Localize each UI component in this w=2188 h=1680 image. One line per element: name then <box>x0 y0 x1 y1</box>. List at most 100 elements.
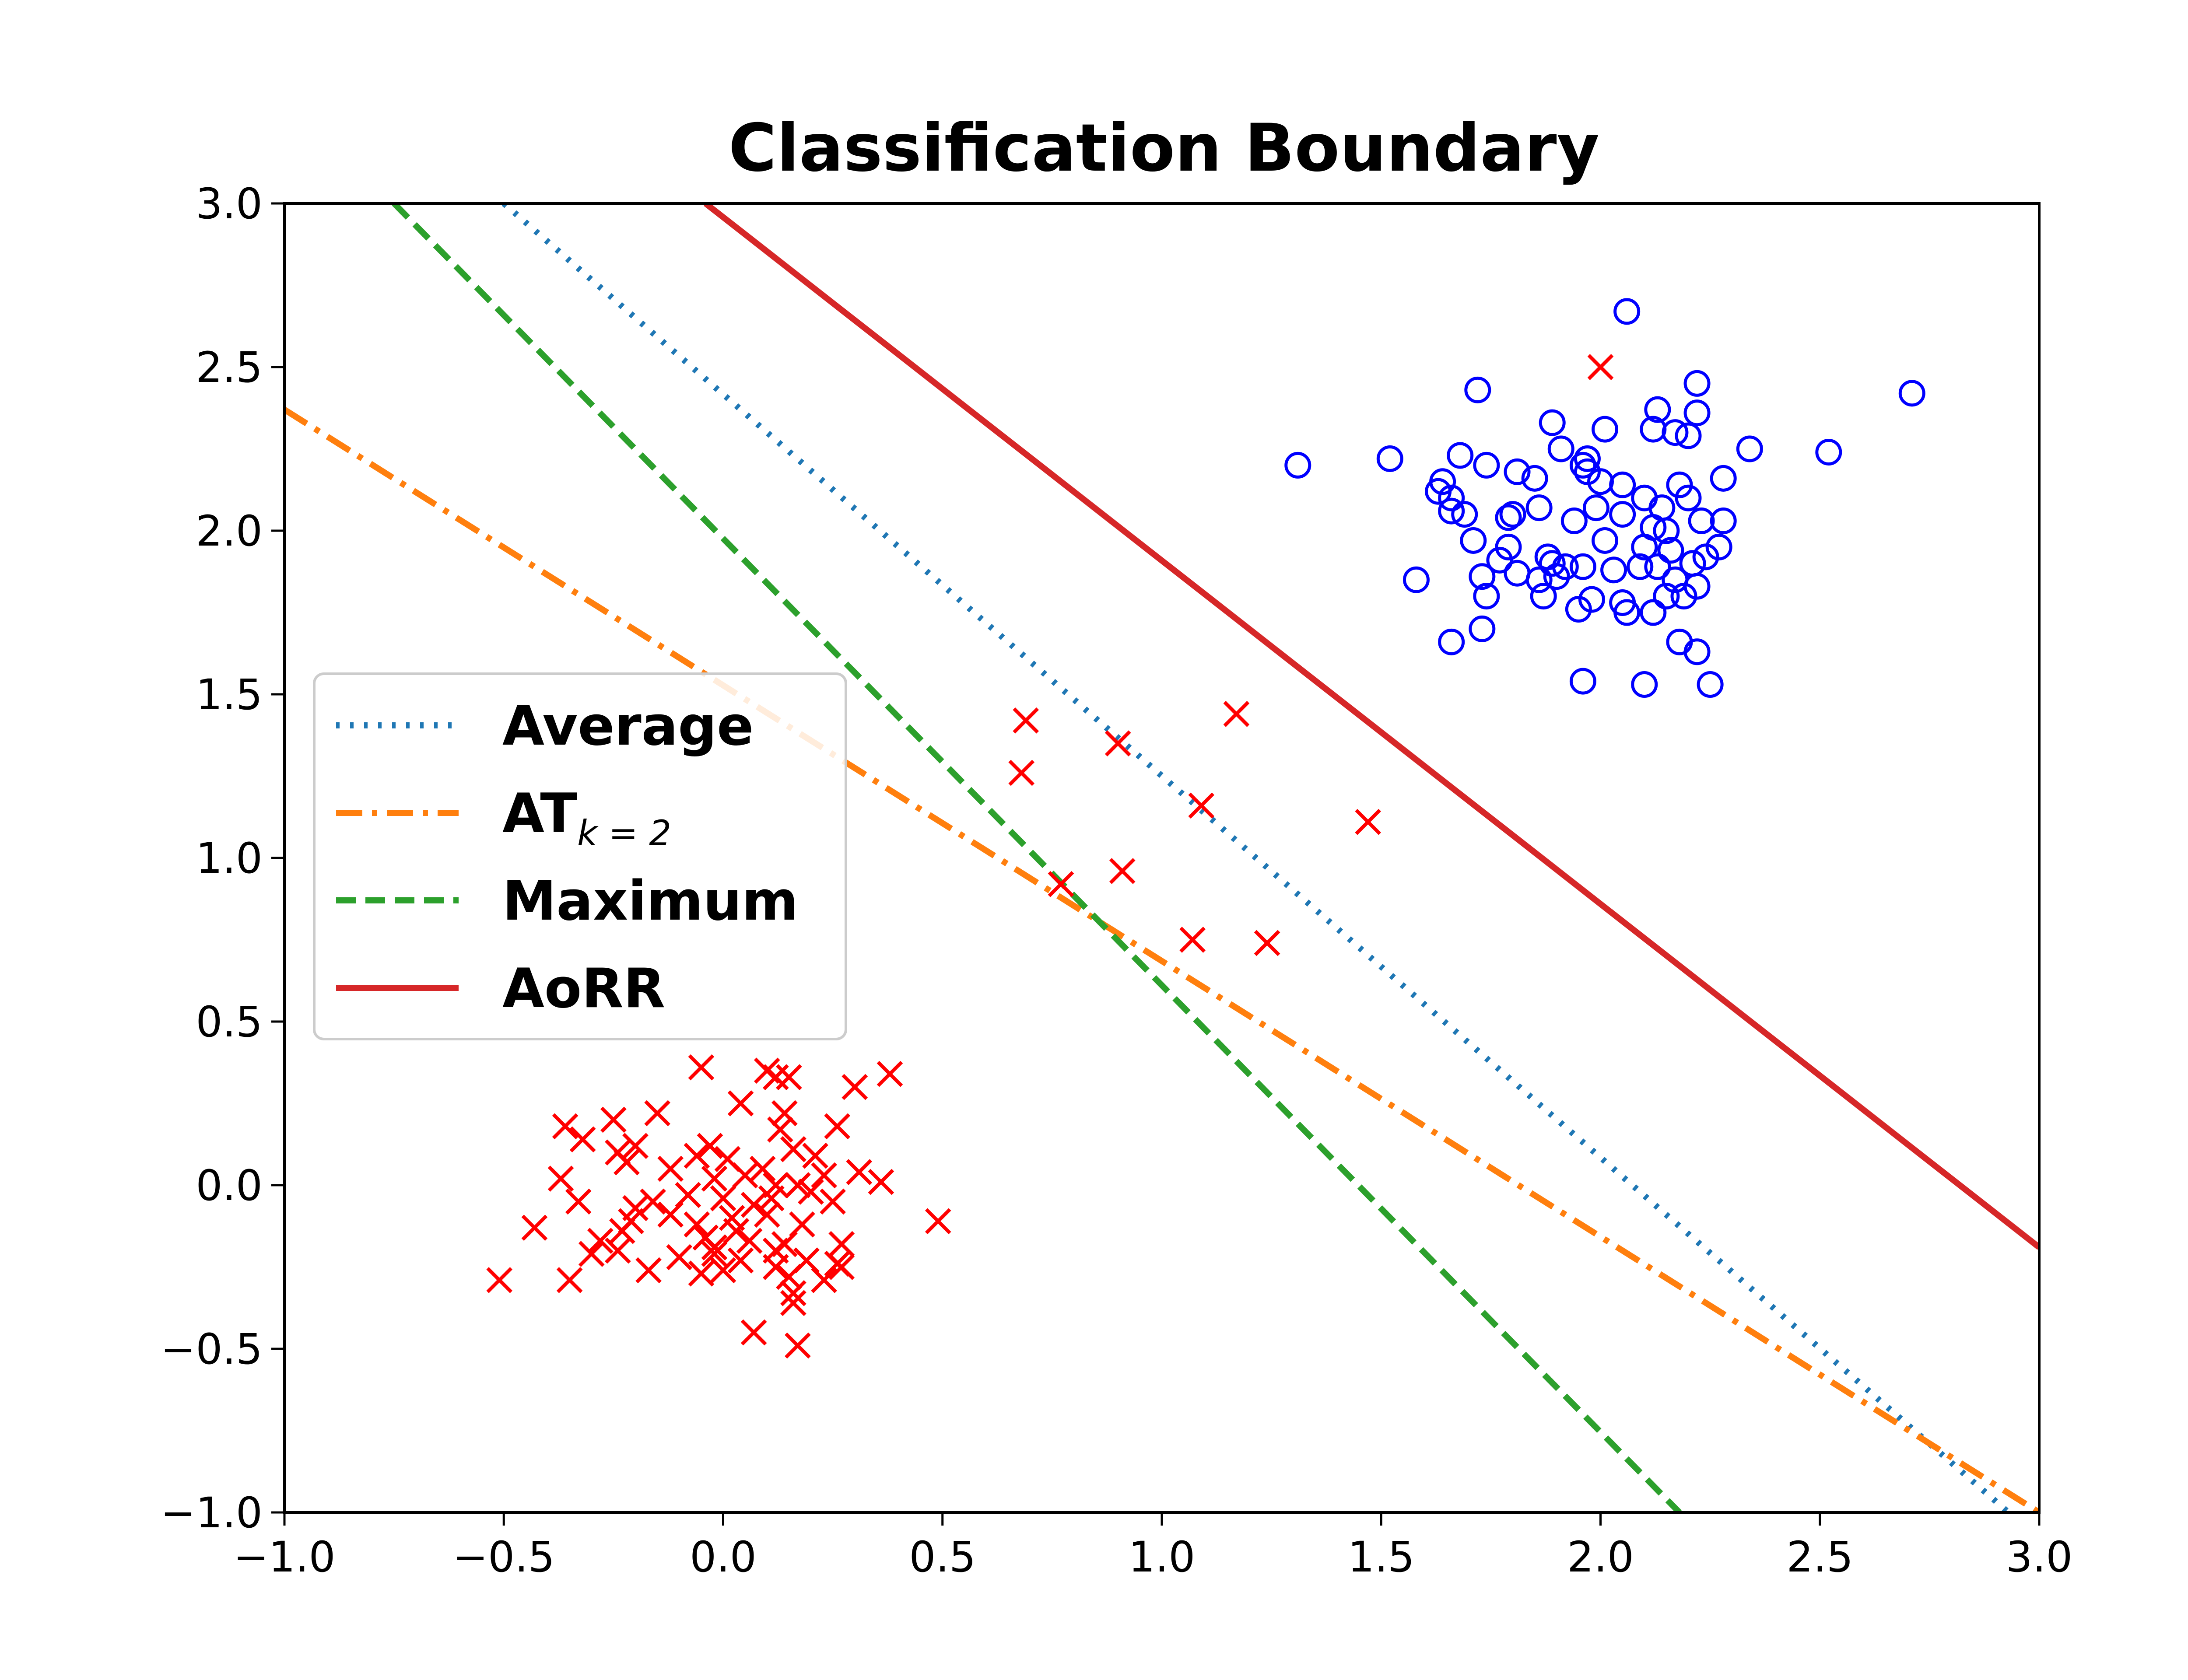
data-point-circle <box>1438 484 1465 511</box>
legend-label: Average <box>502 695 754 758</box>
data-point-circle <box>1613 298 1641 325</box>
data-point-circle <box>1569 452 1596 479</box>
data-point-circle <box>1640 599 1667 626</box>
boundary-lines <box>284 203 2039 1512</box>
data-point-circle <box>1469 563 1496 590</box>
data-point-circle <box>1504 458 1531 485</box>
x-tick-label: 1.0 <box>1129 1533 1196 1582</box>
data-point-x <box>776 1264 802 1290</box>
data-point-x <box>614 1149 640 1176</box>
data-point-x <box>868 1169 894 1195</box>
x-tick-label: 0.0 <box>690 1533 757 1582</box>
data-point-x <box>736 1228 763 1254</box>
data-point-circle <box>1627 553 1654 580</box>
x-tick-label: 2.5 <box>1786 1533 1853 1582</box>
data-point-circle <box>1675 422 1702 449</box>
data-point-circle <box>1657 537 1684 564</box>
data-point-circle <box>1539 550 1566 577</box>
data-point-circle <box>1565 596 1592 623</box>
data-point-circle <box>1499 501 1526 528</box>
data-point-x <box>776 1064 802 1090</box>
data-point-x <box>547 1166 574 1192</box>
data-point-x <box>710 1185 736 1211</box>
data-point-circle <box>1547 435 1574 462</box>
data-point-circle <box>1525 566 1553 593</box>
scatter-points <box>486 298 1925 1359</box>
data-point-circle <box>1644 396 1671 423</box>
data-point-x <box>732 1162 758 1189</box>
legend-label: AoRR <box>502 957 665 1020</box>
data-point-circle <box>1569 553 1596 580</box>
y-tick-label: 2.0 <box>196 507 263 556</box>
data-point-x <box>644 1100 670 1127</box>
data-point-x <box>754 1201 780 1228</box>
data-point-x <box>600 1106 627 1133</box>
data-point-x <box>785 1332 811 1359</box>
data-point-circle <box>1574 458 1601 485</box>
data-point-x <box>925 1208 951 1235</box>
data-point-x <box>684 1211 710 1238</box>
data-point-circle <box>1631 533 1658 560</box>
legend-label: ATk = 2 <box>502 782 671 854</box>
data-point-circle <box>1736 435 1763 462</box>
data-point-x <box>609 1218 635 1244</box>
data-point-x <box>552 1113 579 1140</box>
data-point-circle <box>1688 508 1715 535</box>
data-point-x <box>758 1185 785 1211</box>
data-point-circle <box>1670 583 1697 610</box>
data-point-x <box>1587 354 1614 380</box>
data-point-x <box>521 1214 548 1241</box>
data-point-x <box>1008 760 1035 786</box>
data-point-x <box>657 1201 684 1228</box>
data-point-x <box>701 1241 728 1267</box>
data-point-circle <box>1460 527 1487 554</box>
data-point-circle <box>1683 370 1711 397</box>
data-point-x <box>688 1054 715 1081</box>
data-point-x <box>828 1231 855 1257</box>
data-point-x <box>1109 858 1136 884</box>
data-point-circle <box>1574 445 1601 472</box>
data-point-x <box>727 1247 754 1274</box>
line-atk-2 <box>284 407 2039 1512</box>
data-point-circle <box>1592 416 1619 443</box>
data-point-x <box>697 1133 723 1159</box>
data-point-circle <box>1653 517 1680 544</box>
x-tick-label: −0.5 <box>453 1533 555 1582</box>
data-point-circle <box>1486 546 1513 574</box>
data-point-circle <box>1653 583 1680 610</box>
data-point-circle <box>1710 508 1737 535</box>
data-point-x <box>811 1267 837 1293</box>
data-point-x <box>780 1290 806 1316</box>
data-point-x <box>727 1090 754 1116</box>
data-point-circle <box>1898 380 1925 407</box>
data-point-circle <box>1644 553 1671 580</box>
data-point-circle <box>1692 543 1719 570</box>
data-point-x <box>605 1237 631 1264</box>
data-point-x <box>688 1260 715 1287</box>
data-point-x <box>877 1060 903 1087</box>
data-point-x <box>657 1155 684 1182</box>
data-point-circle <box>1539 409 1566 436</box>
x-tick-label: 1.5 <box>1348 1533 1415 1582</box>
x-tick-label: 0.5 <box>909 1533 976 1582</box>
data-point-circle <box>1683 399 1711 427</box>
data-point-circle <box>1525 494 1553 522</box>
data-point-x <box>1188 792 1215 819</box>
data-point-x <box>723 1218 750 1244</box>
x-tick-label: −1.0 <box>233 1533 335 1582</box>
data-point-circle <box>1425 478 1452 505</box>
data-point-x <box>824 1113 850 1140</box>
data-point-circle <box>1530 583 1557 610</box>
data-point-x <box>1048 871 1074 897</box>
data-point-circle <box>1666 471 1693 498</box>
data-point-circle <box>1495 504 1522 531</box>
data-point-x <box>622 1133 649 1159</box>
y-tick-label: 1.0 <box>196 834 263 883</box>
data-point-circle <box>1613 599 1641 626</box>
data-point-x <box>780 1136 806 1162</box>
y-tick-label: 0.5 <box>196 998 263 1046</box>
data-point-circle <box>1473 583 1500 610</box>
data-point-circle <box>1403 566 1430 593</box>
data-point-circle <box>1662 419 1689 446</box>
data-point-circle <box>1469 615 1496 642</box>
